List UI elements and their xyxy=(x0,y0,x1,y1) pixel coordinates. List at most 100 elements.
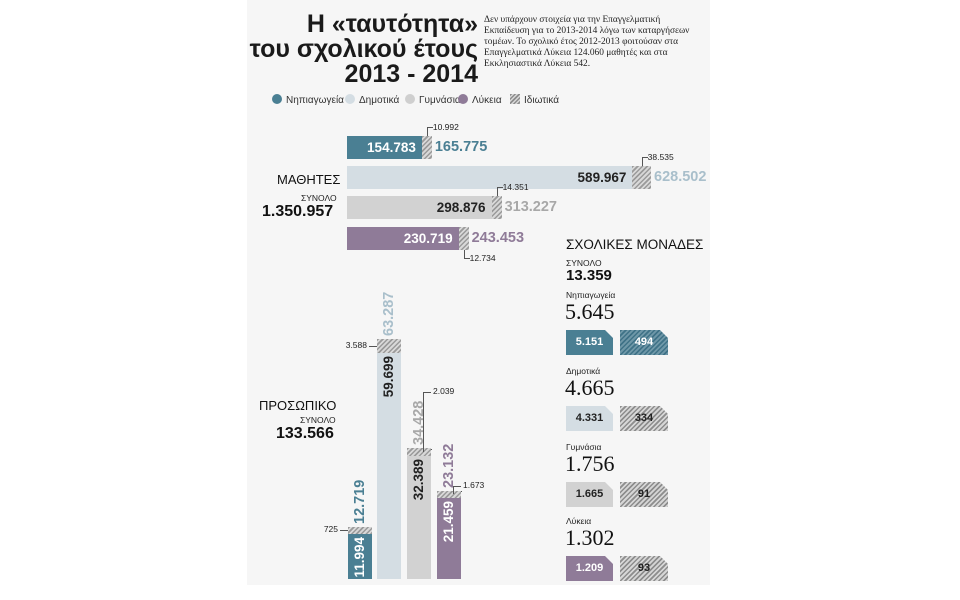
students-label-private-lykeia: 12.734 xyxy=(469,253,496,263)
staff-label-private-dimotika: 3.588 xyxy=(345,339,367,350)
students-bar-public-gymnasia xyxy=(347,196,492,219)
legend-dot-icon xyxy=(405,94,415,104)
footnote-text: Δεν υπάρχουν στοιχεία για την Επαγγελματ… xyxy=(484,15,690,69)
units-private-nipiagogeia: 494 xyxy=(620,330,668,355)
legend-label: Νηπιαγωγεία xyxy=(286,95,344,106)
staff-label-total-nipiagogeia: 12.719 xyxy=(352,479,368,524)
students-heading: ΜΑΘΗΤΕΣ xyxy=(277,172,341,187)
staff-leader-nipiagogeia xyxy=(340,530,348,532)
staff-label-total-dimotika: 63.287 xyxy=(381,291,397,336)
students-label-total-lykeia: 243.453 xyxy=(471,230,525,246)
legend-item-dimotika: Δημοτικά xyxy=(345,94,399,106)
students-label-private-nipiagogeia: 10.992 xyxy=(432,122,459,132)
students-label-public-lykeia: 230.719 xyxy=(403,231,453,246)
students-leader-dimotika xyxy=(641,157,643,166)
units-public-lykeia: 1.209 xyxy=(566,556,613,581)
title-line-1: Η «ταυτότητα» xyxy=(306,10,478,38)
students-bar-private-dimotika xyxy=(632,166,651,189)
students-leader-h-nipiagogeia xyxy=(426,127,433,128)
staff-total-label: ΣΥΝΟΛΟ xyxy=(300,415,336,425)
legend-item-gymnasia: Γυμνάσια xyxy=(405,94,461,106)
units-category-dimotika: Δημοτικά xyxy=(566,366,601,376)
staff-label-public-gymnasia: 32.389 xyxy=(411,459,426,501)
units-private-dimotika: 334 xyxy=(620,406,668,431)
students-leader-h-gymnasia xyxy=(496,187,503,188)
students-bar-public-nipiagogeia xyxy=(347,136,422,159)
staff-leader-v-gymnasia xyxy=(423,392,424,453)
legend-label: Γυμνάσια xyxy=(419,95,461,106)
students-leader-nipiagogeia xyxy=(426,127,428,136)
students-bar-private-lykeia xyxy=(458,227,469,250)
staff-leader-lykeia xyxy=(461,491,462,493)
staff-bar-private-dimotika xyxy=(377,339,401,353)
legend-item-nipiagogeia: Νηπιαγωγεία xyxy=(272,94,344,106)
students-label-private-gymnasia: 14.351 xyxy=(502,182,529,192)
legend-dot-icon xyxy=(272,94,282,104)
students-label-total-nipiagogeia: 165.775 xyxy=(434,139,488,155)
students-bar-private-nipiagogeia xyxy=(421,136,432,159)
legend-label: Δημοτικά xyxy=(359,95,400,106)
students-label-public-gymnasia: 298.876 xyxy=(436,200,486,215)
staff-label-total-gymnasia: 34.428 xyxy=(411,401,427,446)
students-label-public-nipiagogeia: 154.783 xyxy=(367,140,416,155)
staff-bar-private-nipiagogeia xyxy=(348,526,372,534)
units-heading: ΣΧΟΛΙΚΕΣ ΜΟΝΑΔΕΣ xyxy=(566,237,704,252)
legend-item-lykeia: Λύκεια xyxy=(458,94,502,106)
units-total-label: ΣΥΝΟΛΟ xyxy=(566,258,602,268)
students-label-total-gymnasia: 313.227 xyxy=(504,199,557,215)
staff-bar-public-lykeia xyxy=(437,497,461,579)
units-public-nipiagogeia: 5.151 xyxy=(566,330,613,355)
students-leader-h-lykeia xyxy=(463,258,470,259)
students-label-public-dimotika: 589.967 xyxy=(577,170,627,185)
students-total-label: ΣΥΝΟΛΟ xyxy=(301,193,337,203)
legend-dot-icon xyxy=(345,94,355,104)
students-leader-gymnasia xyxy=(496,187,498,196)
legend-hatch-icon xyxy=(510,94,520,104)
units-total-lykeia: 1.302 xyxy=(565,525,615,550)
staff-bar-public-gymnasia xyxy=(407,456,431,579)
units-total-gymnasia: 1.756 xyxy=(565,451,615,476)
staff-label-public-dimotika: 59.699 xyxy=(381,355,396,397)
units-total-value: 13.359 xyxy=(566,267,612,284)
staff-leader-h-lykeia xyxy=(453,486,461,488)
legend-dot-icon xyxy=(458,94,468,104)
staff-total-value: 133.566 xyxy=(276,425,334,442)
legend-label: Ιδιωτικά xyxy=(524,95,560,106)
staff-label-private-lykeia: 1.673 xyxy=(463,480,485,491)
students-bar-private-gymnasia xyxy=(491,196,502,219)
staff-leader-v-lykeia xyxy=(453,486,454,495)
units-total-dimotika: 4.665 xyxy=(565,375,615,400)
students-leader-h-dimotika xyxy=(641,157,648,158)
staff-leader-dimotika xyxy=(369,345,377,347)
units-category-lykeia: Λύκεια xyxy=(566,516,592,526)
units-private-gymnasia: 91 xyxy=(620,482,668,507)
staff-label-public-lykeia: 21.459 xyxy=(441,500,456,542)
students-total-value: 1.350.957 xyxy=(262,203,334,220)
students-leader-lykeia xyxy=(463,250,465,259)
units-category-gymnasia: Γυμνάσια xyxy=(566,442,602,452)
units-total-nipiagogeia: 5.645 xyxy=(565,299,615,324)
staff-heading: ΠΡΟΣΩΠΙΚΟ xyxy=(259,398,337,413)
staff-label-public-nipiagogeia: 11.994 xyxy=(352,536,367,578)
students-label-total-dimotika: 628.502 xyxy=(654,169,707,185)
staff-bar-public-nipiagogeia xyxy=(348,533,372,579)
students-bar-public-dimotika xyxy=(347,166,633,189)
staff-label-total-lykeia: 23.132 xyxy=(441,443,457,488)
title-line-2: του σχολικού έτους xyxy=(249,35,478,63)
legend-label: Λύκεια xyxy=(472,95,502,106)
legend-item-idiotika: Ιδιωτικά xyxy=(510,94,559,106)
staff-leader-gymnasia xyxy=(431,449,432,451)
units-public-dimotika: 4.331 xyxy=(566,406,613,431)
staff-bar-private-gymnasia xyxy=(407,448,431,457)
units-public-gymnasia: 1.665 xyxy=(566,482,613,507)
infographic-title: Η «ταυτότητα» του σχολικού έτους 2013 - … xyxy=(250,12,478,87)
staff-label-private-nipiagogeia: 725 xyxy=(323,524,338,535)
students-label-private-dimotika: 38.535 xyxy=(647,152,674,162)
staff-bar-public-dimotika xyxy=(377,352,401,579)
staff-label-private-gymnasia: 2.039 xyxy=(433,386,455,397)
staff-leader-h-gymnasia xyxy=(423,392,431,394)
students-bar-public-lykeia xyxy=(347,227,459,250)
title-line-3: 2013 - 2014 xyxy=(344,60,478,88)
units-private-lykeia: 93 xyxy=(620,556,668,581)
units-category-nipiagogeia: Νηπιαγωγεία xyxy=(566,290,616,300)
